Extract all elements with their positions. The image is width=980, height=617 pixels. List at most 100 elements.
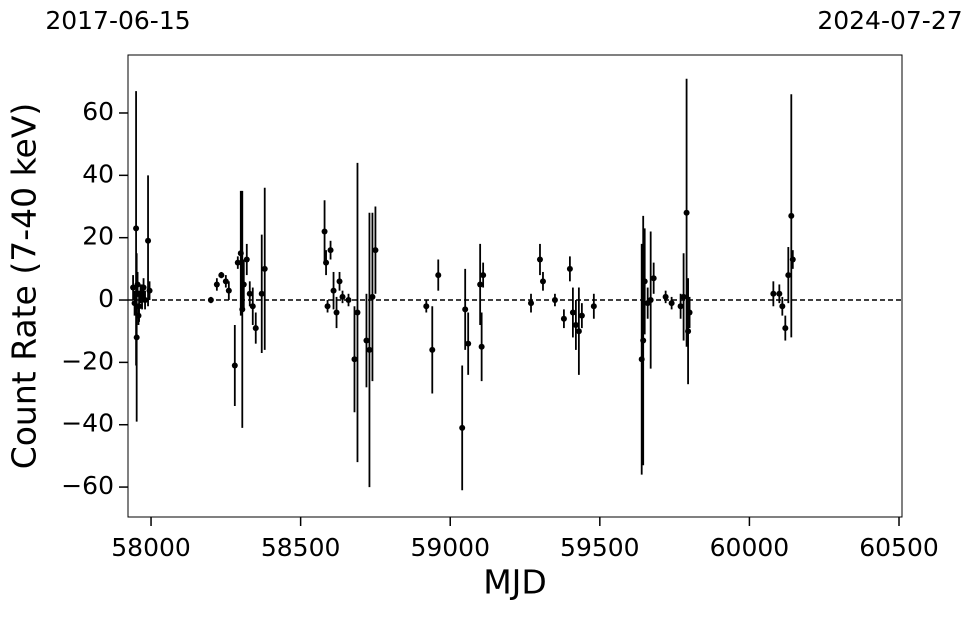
data-point <box>785 272 792 279</box>
data-point <box>677 303 684 310</box>
data-point <box>354 309 361 316</box>
data-point <box>339 293 346 300</box>
x-tick-label: 60500 <box>859 533 939 562</box>
y-tick-label: 0 <box>98 284 114 313</box>
data-point <box>572 321 579 328</box>
data-point <box>336 278 343 285</box>
data-point <box>140 284 147 291</box>
data-point <box>130 284 137 291</box>
data-point <box>369 293 376 300</box>
data-point <box>249 303 256 310</box>
data-point <box>142 297 149 304</box>
data-point <box>252 325 259 332</box>
data-point <box>551 297 558 304</box>
data-point <box>776 290 783 297</box>
top-left-label: 2017-06-15 <box>45 6 190 35</box>
data-point <box>231 362 238 369</box>
x-tick-label: 59000 <box>410 533 490 562</box>
data-point <box>146 287 153 294</box>
data-point <box>788 212 795 219</box>
data-point <box>372 247 379 254</box>
data-point <box>650 275 657 282</box>
data-point <box>145 237 152 244</box>
y-tick-label: 60 <box>82 97 114 126</box>
data-point <box>225 287 232 294</box>
data-point <box>686 309 693 316</box>
y-tick-label: 20 <box>82 222 114 251</box>
data-point <box>647 297 654 304</box>
y-tick-label: −40 <box>61 409 114 438</box>
data-point <box>239 306 246 313</box>
data-point <box>135 312 142 319</box>
data-point <box>240 281 247 288</box>
data-point <box>480 272 487 279</box>
data-point <box>528 300 535 307</box>
y-tick-label: −20 <box>61 346 114 375</box>
x-tick-label: 58000 <box>111 533 191 562</box>
top-right-label: 2024-07-27 <box>817 6 962 35</box>
plot-frame <box>127 54 903 518</box>
data-point <box>789 256 796 263</box>
data-point <box>640 337 647 344</box>
data-point <box>333 309 340 316</box>
data-point <box>133 225 140 232</box>
data-point <box>366 346 373 353</box>
y-axis-label: Count Rate (7-40 keV) <box>5 103 44 470</box>
data-point <box>590 303 597 310</box>
data-point <box>330 287 337 294</box>
data-point <box>578 312 585 319</box>
data-point <box>569 309 576 316</box>
data-point <box>321 228 328 235</box>
data-point <box>261 265 268 272</box>
data-point <box>685 328 692 335</box>
data-point <box>134 281 141 288</box>
data-point <box>323 259 330 266</box>
x-tick-label: 60000 <box>710 533 790 562</box>
data-point <box>324 303 331 310</box>
data-point <box>782 325 789 332</box>
data-point <box>683 209 690 216</box>
y-tick-label: 40 <box>82 159 114 188</box>
data-point <box>435 272 442 279</box>
data-point <box>136 303 143 310</box>
data-point <box>539 278 546 285</box>
data-point <box>258 290 265 297</box>
data-point <box>779 303 786 310</box>
data-point <box>478 343 485 350</box>
data-point <box>246 290 253 297</box>
data-point <box>423 303 430 310</box>
x-tick-label: 58500 <box>261 533 341 562</box>
data-point <box>363 337 370 344</box>
y-tick-label: −60 <box>61 471 114 500</box>
data-point <box>459 424 466 431</box>
data-point <box>133 334 140 341</box>
data-point <box>429 346 436 353</box>
data-point <box>131 300 138 307</box>
data-point <box>560 315 567 322</box>
data-point <box>566 265 573 272</box>
data-point <box>462 306 469 313</box>
data-point <box>218 272 225 279</box>
data-point <box>770 290 777 297</box>
data-point <box>641 278 648 285</box>
data-point <box>351 356 358 363</box>
data-point <box>465 340 472 347</box>
x-axis-label: MJD <box>483 563 547 602</box>
data-point <box>680 293 687 300</box>
data-point <box>638 356 645 363</box>
data-point <box>207 297 214 304</box>
data-point <box>536 256 543 263</box>
data-point <box>237 250 244 257</box>
data-point <box>345 297 352 304</box>
data-point <box>222 278 229 285</box>
data-point <box>668 300 675 307</box>
data-point <box>234 259 241 266</box>
data-point <box>575 328 582 335</box>
x-tick-label: 59500 <box>560 533 640 562</box>
data-point <box>477 281 484 288</box>
data-point <box>213 281 220 288</box>
data-point <box>662 293 669 300</box>
data-point <box>327 247 334 254</box>
data-point <box>243 256 250 263</box>
